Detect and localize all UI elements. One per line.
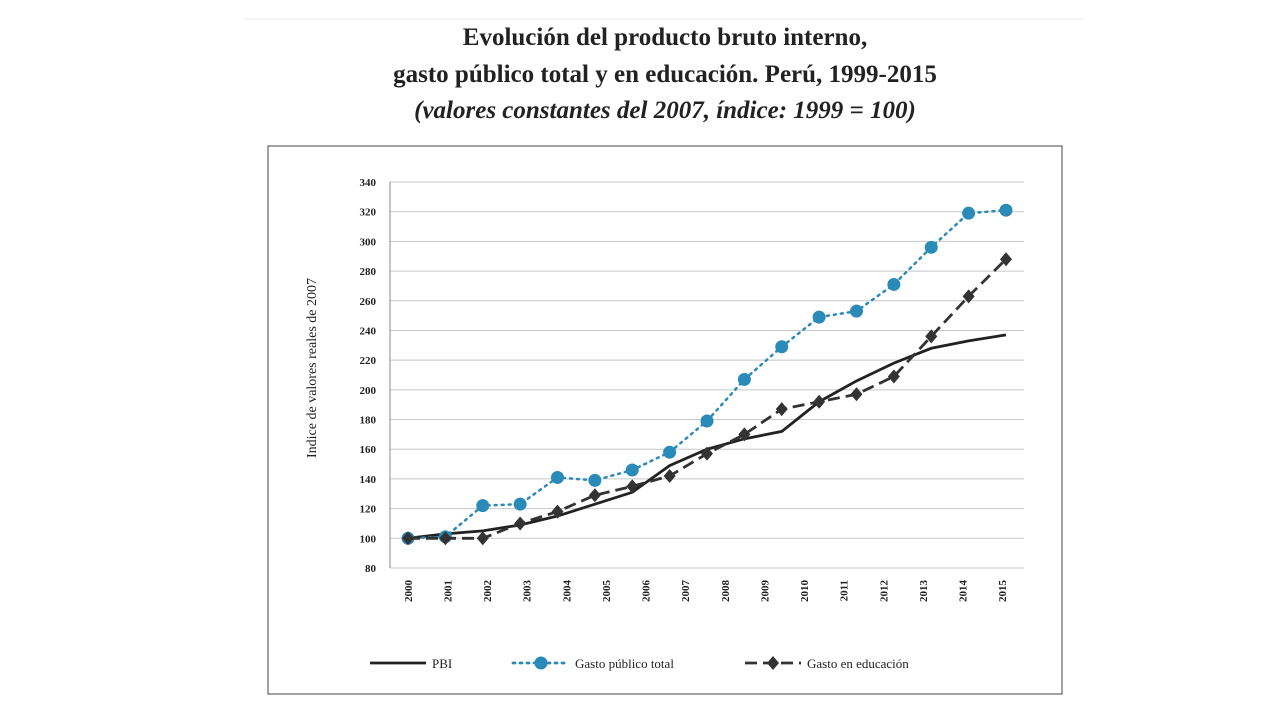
x-tick-label: 2000	[403, 580, 415, 603]
point	[775, 340, 789, 354]
x-tick-label: 2004	[561, 580, 573, 603]
series-line	[406, 208, 1008, 540]
x-tick-label: 2003	[522, 580, 534, 603]
point	[924, 240, 938, 254]
point	[701, 446, 713, 461]
y-tick-label: 200	[360, 385, 377, 397]
y-tick-label: 280	[360, 266, 377, 278]
series-line	[407, 333, 1007, 540]
x-tick-label: 2005	[601, 580, 613, 603]
point	[962, 206, 976, 220]
x-tick-label: 2008	[720, 580, 732, 603]
point	[925, 329, 938, 344]
point	[887, 369, 900, 384]
point	[887, 277, 901, 291]
point	[1000, 252, 1012, 267]
point	[962, 289, 975, 304]
legend-marker	[767, 656, 779, 670]
y-tick-label: 140	[360, 474, 377, 486]
point	[663, 445, 677, 459]
point	[439, 531, 452, 546]
point	[513, 497, 527, 511]
y-tick-label: 220	[360, 355, 377, 367]
point	[476, 499, 490, 513]
y-tick-label: 340	[360, 177, 377, 189]
point	[813, 394, 826, 409]
legend-label: Gasto en educación	[807, 656, 909, 671]
x-tick-label: 2015	[997, 580, 1009, 603]
point	[625, 463, 639, 477]
y-tick-label: 120	[360, 504, 377, 516]
x-tick-label: 2002	[482, 580, 494, 603]
x-tick-label: 2009	[759, 580, 771, 603]
point	[476, 531, 489, 546]
x-tick-label: 2007	[680, 580, 692, 603]
point	[812, 310, 826, 324]
point	[850, 387, 863, 402]
chart-title: Evolución del producto bruto interno,	[463, 24, 867, 51]
point	[775, 402, 788, 417]
legend-marker	[534, 656, 548, 670]
chart-title: gasto público total y en educación. Perú…	[393, 61, 937, 88]
point	[850, 304, 863, 318]
x-tick-label: 2010	[799, 580, 811, 603]
y-tick-label: 100	[360, 533, 377, 545]
y-tick-label: 80	[365, 563, 377, 575]
y-tick-label: 180	[360, 415, 377, 427]
point	[588, 473, 602, 487]
frame	[267, 145, 1063, 695]
point	[626, 479, 639, 494]
y-tick-label: 320	[360, 207, 377, 219]
point	[737, 372, 751, 386]
x-tick-label: 2013	[918, 580, 930, 603]
point	[514, 516, 527, 531]
x-tick-label: 2001	[442, 580, 454, 602]
y-tick-label: 240	[360, 325, 377, 337]
x-tick-label: 2012	[878, 580, 890, 603]
chart-subtitle: (valores constantes del 2007, índice: 19…	[414, 97, 916, 124]
x-tick-label: 2006	[641, 580, 653, 603]
legend-label: Gasto público total	[575, 656, 674, 671]
point	[402, 531, 414, 546]
point	[588, 488, 601, 503]
x-tick-label: 2011	[839, 580, 851, 601]
y-axis-label: Indice de valores reales de 2007	[305, 278, 320, 458]
x-tick-label: 2014	[958, 580, 970, 603]
point	[700, 414, 714, 428]
point	[551, 504, 564, 519]
legend-label: PBI	[432, 656, 452, 671]
point	[999, 203, 1013, 217]
y-tick-label: 260	[360, 296, 377, 308]
point	[738, 427, 751, 442]
y-tick-label: 160	[360, 444, 377, 456]
point	[551, 470, 564, 484]
point	[663, 468, 676, 483]
y-tick-label: 300	[360, 236, 377, 248]
